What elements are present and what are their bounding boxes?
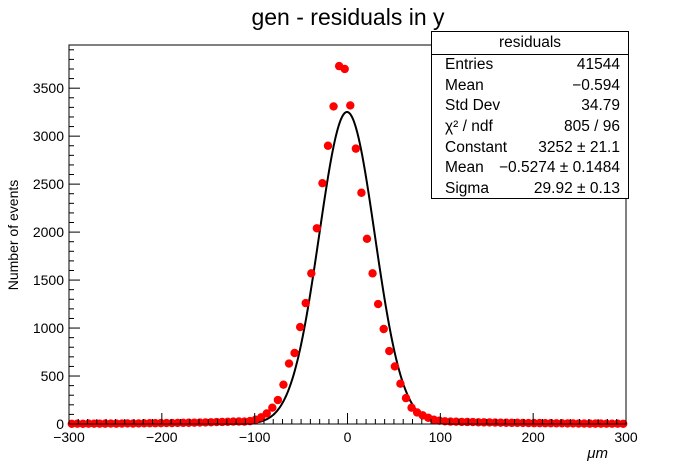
data-point bbox=[351, 144, 361, 153]
data-point bbox=[368, 269, 377, 278]
y-tick-label: 0 bbox=[56, 416, 64, 432]
data-point bbox=[379, 324, 388, 334]
stats-value: −0.594 bbox=[572, 76, 620, 94]
x-axis-label: μm bbox=[586, 445, 608, 462]
data-point bbox=[301, 298, 310, 308]
data-point bbox=[307, 269, 316, 278]
x-tick-label: 300 bbox=[614, 429, 638, 445]
stats-box-header: residuals bbox=[432, 32, 628, 55]
data-point bbox=[407, 403, 416, 412]
stats-row: Constant 3252 ± 21.1 bbox=[432, 138, 628, 159]
stats-value: 41544 bbox=[576, 56, 620, 73]
x-tick-label: 0 bbox=[344, 429, 352, 445]
data-point bbox=[318, 178, 327, 188]
stats-label: Mean bbox=[445, 76, 484, 94]
stats-row: Entries 41544 bbox=[432, 55, 628, 76]
stats-value: 34.79 bbox=[581, 97, 620, 115]
stats-label: Mean bbox=[445, 159, 484, 177]
data-point bbox=[385, 346, 394, 356]
data-point bbox=[295, 322, 305, 332]
data-point bbox=[396, 379, 405, 388]
stats-row: Mean −0.594 bbox=[432, 76, 628, 97]
x-tick-label: 100 bbox=[429, 429, 453, 445]
x-tick-label: −300 bbox=[53, 429, 85, 445]
stats-label: Std Dev bbox=[445, 97, 501, 115]
stats-row: Sigma 29.92 ± 0.13 bbox=[432, 179, 628, 200]
data-point bbox=[390, 362, 400, 371]
chart-title: gen - residuals in y bbox=[251, 4, 445, 30]
data-point bbox=[284, 359, 294, 368]
stats-value: 805 / 96 bbox=[563, 118, 620, 136]
stats-row: χ² / ndf 805 / 96 bbox=[432, 117, 628, 138]
y-tick-label: 3000 bbox=[33, 128, 64, 144]
data-point bbox=[401, 393, 411, 403]
data-point bbox=[312, 224, 322, 233]
data-point bbox=[323, 141, 333, 150]
y-axis-label: Number of events bbox=[5, 180, 21, 291]
data-point bbox=[273, 395, 283, 405]
x-tick-label: −100 bbox=[239, 429, 271, 445]
stats-row: Std Dev 34.79 bbox=[432, 96, 628, 117]
stats-label: Entries bbox=[445, 56, 494, 73]
stats-box: residuals Entries 41544 Mean −0.594 Std Dev 3… bbox=[431, 31, 629, 199]
data-point bbox=[340, 64, 349, 74]
x-tick-label: 200 bbox=[521, 429, 545, 445]
y-tick-label: 3500 bbox=[33, 80, 64, 96]
stats-value: 3252 ± 21.1 bbox=[538, 138, 620, 156]
y-tick-label: 500 bbox=[41, 368, 65, 384]
y-tick-label: 1500 bbox=[33, 272, 64, 288]
stats-value: 29.92 ± 0.13 bbox=[533, 180, 620, 198]
x-tick-label: −200 bbox=[146, 429, 178, 445]
data-point bbox=[290, 348, 299, 358]
y-tick-label: 2000 bbox=[33, 224, 64, 240]
stats-label: Sigma bbox=[445, 180, 489, 198]
data-point bbox=[346, 101, 355, 110]
data-point bbox=[357, 188, 366, 197]
y-tick-label: 1000 bbox=[33, 320, 64, 336]
data-point bbox=[262, 409, 271, 418]
y-tick-label: 2500 bbox=[33, 176, 64, 192]
data-point bbox=[279, 380, 288, 389]
data-point bbox=[362, 234, 372, 244]
stats-row: Mean −0.5274 ± 0.1484 bbox=[432, 158, 628, 179]
data-point bbox=[268, 403, 277, 412]
data-point bbox=[329, 102, 338, 111]
data-point bbox=[373, 299, 383, 309]
stats-value: −0.5274 ± 0.1484 bbox=[499, 159, 620, 177]
stats-label: Constant bbox=[445, 138, 508, 156]
stats-label: χ² / ndf bbox=[445, 118, 493, 136]
